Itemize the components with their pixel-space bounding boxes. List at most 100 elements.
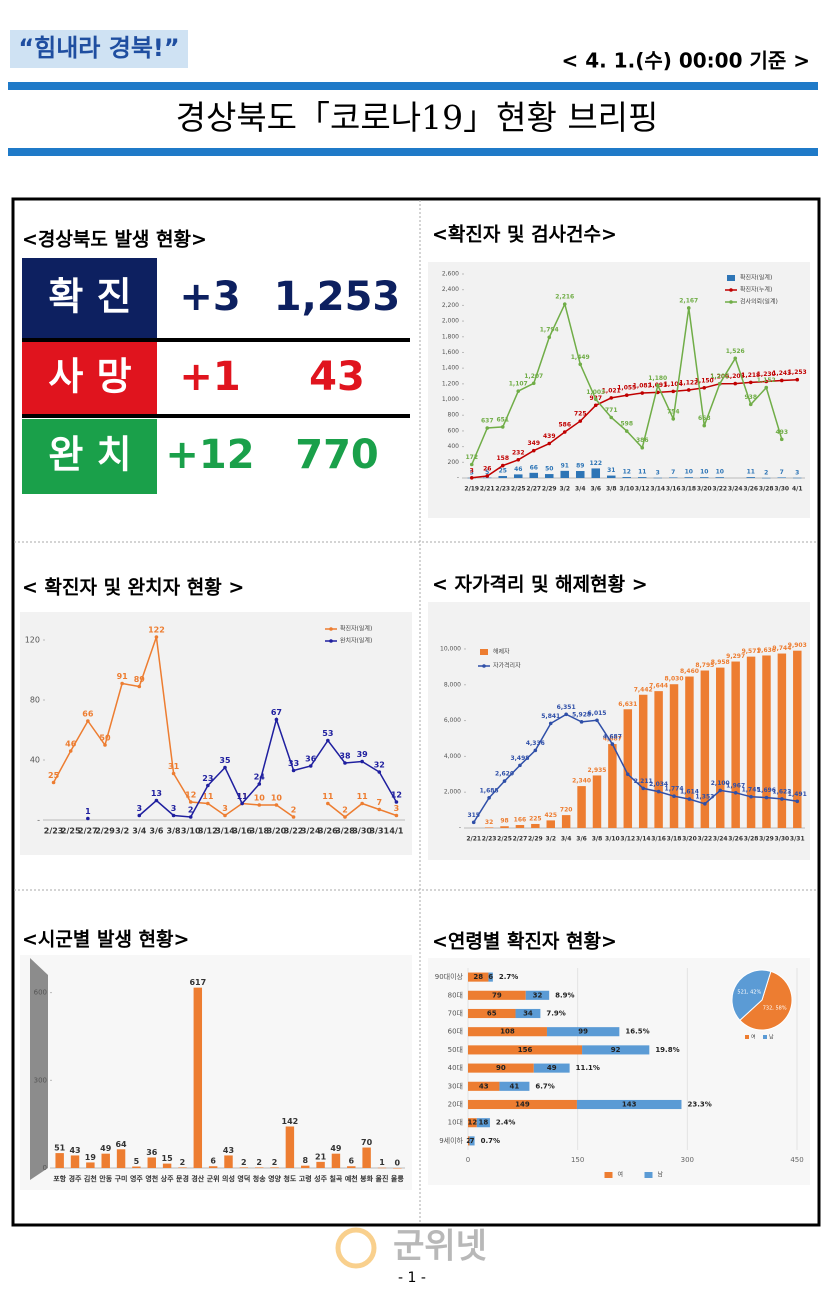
data-label: 89: [576, 463, 584, 470]
point: [377, 770, 382, 774]
data-label: 8,030: [665, 676, 684, 683]
x-tick-label: 3/16: [666, 486, 681, 493]
cell: [22, 419, 157, 494]
x-tick-label: 3/31: [790, 836, 805, 843]
point: [171, 771, 176, 776]
data-label: 53: [322, 729, 333, 738]
point: [360, 801, 364, 806]
total: 1,253: [274, 274, 401, 320]
bar: [685, 676, 694, 828]
data-label: 5: [485, 469, 489, 476]
cell: [22, 342, 157, 414]
data-label: 98: [500, 818, 508, 825]
data-label: 1,203: [726, 373, 745, 380]
x-tick-label: 경주: [69, 1174, 82, 1183]
y-tick-label: 2,600: [442, 271, 459, 278]
data-label: 51: [54, 1144, 66, 1153]
point: [547, 335, 552, 340]
x-tick-label: 문경: [176, 1174, 189, 1183]
data-label: 493: [775, 429, 788, 436]
data-label: 149: [515, 1101, 530, 1109]
bar: [270, 1167, 279, 1168]
bar: [468, 972, 489, 982]
bar: [529, 472, 539, 478]
x-tick-label: 3/28: [335, 827, 355, 836]
bar: [132, 1166, 141, 1168]
legend-label: 해제자: [493, 648, 510, 656]
y-tick-label: 10,000: [440, 645, 461, 652]
bar: [546, 820, 555, 828]
point: [469, 475, 474, 480]
data-label: 3: [136, 804, 142, 813]
data-label: 6,351: [557, 704, 576, 711]
point: [702, 423, 707, 428]
data-label: 8: [302, 1156, 308, 1165]
data-label: 668: [698, 415, 711, 422]
data-label: 21: [315, 1152, 327, 1161]
data-label: 92: [611, 1046, 621, 1054]
y-tick-label: -: [459, 825, 461, 832]
bar: [561, 815, 571, 828]
point: [624, 429, 629, 433]
point: [471, 820, 476, 825]
data-label: 67: [271, 708, 282, 717]
bar: [484, 827, 494, 828]
data-label: 3: [222, 804, 228, 813]
point: [578, 362, 583, 367]
y-tick-label: -: [37, 816, 40, 825]
x-tick-label: 450: [790, 1156, 803, 1164]
data-label: 4,687: [603, 736, 622, 743]
data-label: 13: [151, 789, 162, 798]
x-tick-label: 2/29: [528, 836, 543, 843]
point: [377, 807, 382, 812]
data-label: 7,644: [649, 683, 668, 690]
data-label: 143: [622, 1101, 637, 1109]
data-label: 3: [394, 804, 400, 813]
y-tick-label: 2,000: [444, 789, 461, 796]
data-label: 43: [69, 1146, 80, 1155]
point: [718, 788, 723, 793]
x-tick-label: 3/31: [369, 827, 389, 836]
bar: [362, 1147, 371, 1168]
x-tick-label: 3/20: [697, 486, 712, 493]
point: [206, 801, 210, 806]
bar: [393, 1168, 402, 1169]
x-tick-label: 청송: [253, 1174, 266, 1183]
y-tick-label: 200: [448, 459, 460, 466]
watermark: 군위넷: [393, 1227, 487, 1267]
data-label: 49: [330, 1144, 342, 1153]
x-tick-label: 예천: [345, 1174, 358, 1183]
data-label: 1,207: [524, 373, 543, 380]
point: [137, 684, 142, 689]
legend-label: 확진자(일계): [740, 274, 772, 282]
x-tick-label: 경산: [191, 1174, 204, 1183]
data-label: 8,795: [695, 662, 714, 669]
data-label: 35: [219, 756, 231, 765]
point: [641, 786, 646, 791]
y-tick-label: 1,400: [442, 365, 459, 372]
data-label: 12: [623, 469, 631, 476]
data-label: 2: [764, 469, 768, 476]
x-tick-label: 2/27: [513, 836, 528, 843]
data-label: 6,631: [618, 701, 637, 708]
data-label: 425: [544, 812, 557, 819]
x-tick-label: 3/22: [697, 836, 712, 843]
rule: [8, 82, 818, 90]
bar: [254, 1167, 264, 1168]
chart-title: < 확진자 및 완치자 현황 >: [22, 576, 244, 599]
data-label: 10: [271, 794, 283, 803]
data-label: 1,152: [757, 377, 776, 384]
x-tick-label: 2/25: [61, 827, 81, 836]
point: [562, 430, 567, 434]
point: [686, 388, 691, 392]
row-label: 확 진: [48, 275, 131, 319]
point: [485, 426, 490, 430]
point: [51, 780, 56, 785]
bar: [193, 987, 203, 1168]
point: [485, 474, 490, 478]
bar: [731, 661, 740, 828]
x-tick-label: 2/29: [542, 486, 557, 493]
bar: [525, 990, 550, 1000]
point: [578, 419, 583, 423]
data-label: 25: [499, 468, 507, 475]
